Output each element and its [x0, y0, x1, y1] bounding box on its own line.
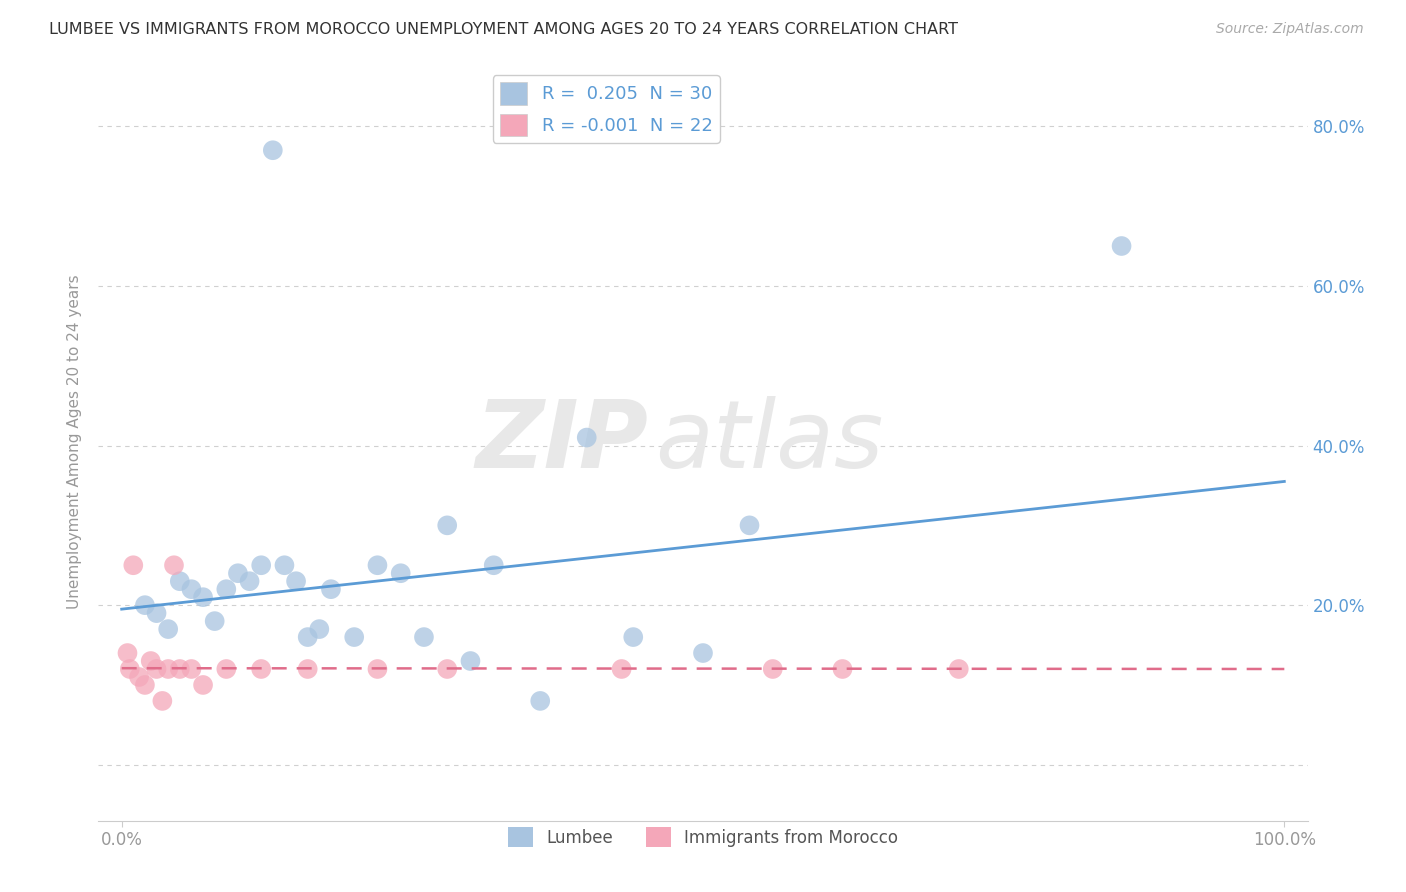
Point — [413, 630, 436, 644]
Point — [118, 662, 141, 676]
Point — [529, 694, 551, 708]
Point — [692, 646, 714, 660]
Point — [122, 558, 145, 573]
Point — [297, 662, 319, 676]
Text: ZIP: ZIP — [475, 395, 648, 488]
Point — [134, 598, 156, 612]
Point — [575, 431, 598, 445]
Point — [134, 678, 156, 692]
Point — [297, 630, 319, 644]
Point — [343, 630, 366, 644]
Point — [169, 662, 191, 676]
Point — [389, 566, 412, 581]
Point — [145, 662, 167, 676]
Point — [366, 662, 388, 676]
Point — [180, 662, 202, 676]
Point — [308, 622, 330, 636]
Point — [128, 670, 150, 684]
Point — [150, 694, 173, 708]
Point — [215, 582, 238, 597]
Point — [180, 582, 202, 597]
Point — [610, 662, 633, 676]
Point — [262, 143, 284, 157]
Point — [204, 614, 226, 628]
Point — [436, 518, 458, 533]
Legend: Lumbee, Immigrants from Morocco: Lumbee, Immigrants from Morocco — [501, 821, 905, 854]
Text: LUMBEE VS IMMIGRANTS FROM MOROCCO UNEMPLOYMENT AMONG AGES 20 TO 24 YEARS CORRELA: LUMBEE VS IMMIGRANTS FROM MOROCCO UNEMPL… — [49, 22, 959, 37]
Point — [831, 662, 853, 676]
Text: Source: ZipAtlas.com: Source: ZipAtlas.com — [1216, 22, 1364, 37]
Point — [157, 622, 180, 636]
Point — [762, 662, 785, 676]
Point — [139, 654, 162, 668]
Point — [191, 678, 214, 692]
Point — [366, 558, 388, 573]
Point — [738, 518, 761, 533]
Point — [482, 558, 505, 573]
Point — [191, 590, 214, 604]
Point — [948, 662, 970, 676]
Y-axis label: Unemployment Among Ages 20 to 24 years: Unemployment Among Ages 20 to 24 years — [67, 274, 83, 609]
Point — [460, 654, 482, 668]
Point — [621, 630, 644, 644]
Point — [1111, 239, 1133, 253]
Point — [250, 558, 273, 573]
Point — [163, 558, 186, 573]
Point — [319, 582, 342, 597]
Point — [157, 662, 180, 676]
Point — [117, 646, 139, 660]
Point — [169, 574, 191, 589]
Text: atlas: atlas — [655, 396, 883, 487]
Point — [250, 662, 273, 676]
Point — [215, 662, 238, 676]
Point — [226, 566, 249, 581]
Point — [436, 662, 458, 676]
Point — [239, 574, 262, 589]
Point — [145, 606, 167, 620]
Point — [273, 558, 295, 573]
Point — [285, 574, 308, 589]
